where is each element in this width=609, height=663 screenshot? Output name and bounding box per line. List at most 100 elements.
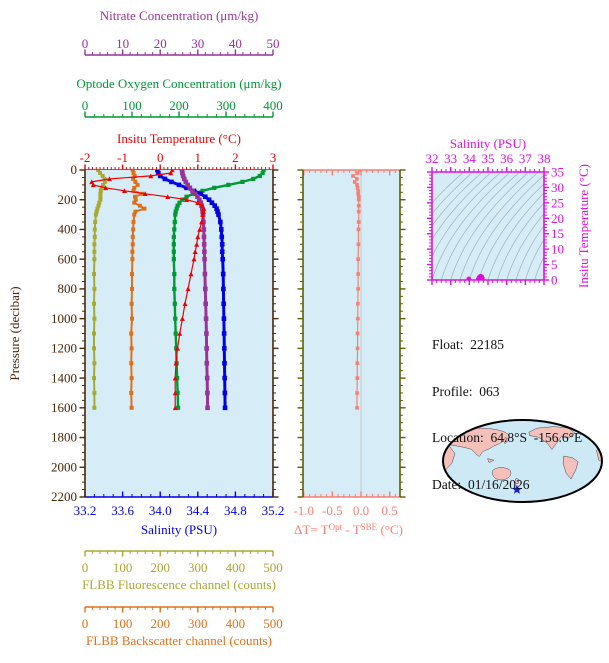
tick-label: 200 (58, 192, 78, 207)
tick-label: 33.2 (74, 503, 97, 518)
series-marker (219, 227, 224, 232)
series-marker (201, 227, 207, 232)
isopycnal-line (432, 172, 502, 258)
series-marker (132, 173, 137, 178)
series-marker (204, 375, 210, 381)
series-marker (175, 405, 181, 410)
series-marker (181, 176, 187, 182)
series-marker (182, 301, 188, 307)
series-marker (200, 209, 206, 214)
tick-label: 35 (482, 151, 495, 166)
series-marker (184, 194, 189, 199)
series-marker (98, 194, 103, 199)
series-marker (257, 173, 262, 179)
tick-label: 300 (188, 560, 208, 575)
float-info-line-profile: Profile: 063 (432, 383, 500, 399)
tick-label: -2 (80, 150, 91, 165)
delta-t-plot-area (303, 170, 400, 497)
series-marker (130, 286, 134, 291)
series-marker (200, 188, 205, 193)
series-marker (101, 182, 106, 187)
series-marker (173, 209, 178, 214)
series-marker (203, 286, 208, 292)
tick-label: 2200 (51, 489, 77, 504)
series-marker (203, 194, 208, 200)
tick-label: 100 (122, 98, 142, 113)
series-marker (355, 331, 360, 336)
series-marker (212, 203, 218, 208)
series-marker (220, 271, 226, 277)
series-marker (92, 249, 97, 254)
series-marker (222, 360, 227, 366)
series-marker (132, 212, 137, 217)
series-marker (130, 272, 134, 277)
tick-label: 400 (263, 98, 283, 113)
tick-label: 0 (157, 150, 164, 165)
series-marker (173, 360, 179, 366)
series-marker (183, 179, 189, 185)
series-marker (92, 272, 97, 277)
series-marker (201, 234, 207, 240)
series-marker (173, 212, 178, 217)
float-info-line-date: Date: 01/16/2026 (432, 476, 530, 492)
series-marker (130, 234, 135, 239)
tick-label: 34.8 (224, 503, 247, 518)
series-marker (98, 191, 103, 196)
series-marker (356, 227, 361, 232)
tick-label: 300 (188, 616, 208, 631)
series-marker (137, 203, 142, 208)
series-marker (133, 179, 138, 184)
series-marker (355, 391, 359, 395)
series-marker (100, 173, 105, 178)
ts-point (479, 276, 485, 280)
series-marker (129, 405, 134, 410)
series-marker (202, 249, 207, 255)
isopycnal-line (496, 202, 544, 280)
series-marker (215, 209, 220, 214)
series-marker (188, 271, 194, 277)
series-marker (106, 176, 112, 182)
series-marker (191, 256, 197, 262)
series-marker (199, 219, 205, 225)
tick-label: 1400 (51, 370, 77, 385)
series-marker (133, 194, 138, 199)
series-marker (352, 180, 357, 184)
float-location-marker (512, 484, 522, 494)
series-marker (131, 220, 136, 225)
series-marker (201, 219, 206, 225)
float-info-line-float: Float: 22185 (432, 337, 505, 352)
series-marker (142, 191, 148, 197)
series-line (172, 170, 265, 408)
series-marker (103, 185, 109, 191)
tick-label: 38 (538, 151, 551, 166)
tick-label: 400 (226, 616, 246, 631)
series-marker (187, 185, 193, 191)
series-marker (102, 176, 107, 181)
series-marker (214, 206, 219, 211)
tick-label: 800 (58, 281, 78, 296)
series-marker (204, 331, 209, 336)
series-marker (240, 179, 245, 184)
series-marker (194, 241, 200, 247)
series-marker (202, 271, 208, 277)
series-marker (130, 316, 134, 321)
series-marker (142, 206, 147, 211)
series-marker (195, 194, 200, 200)
series-marker (174, 345, 180, 351)
pressure-axis-title: Pressure (decibar) (7, 286, 22, 380)
tick-label: 30 (551, 180, 564, 195)
series-marker (172, 271, 177, 277)
series-marker (206, 197, 212, 203)
series-marker (165, 194, 171, 200)
series-marker (129, 346, 134, 351)
tick-label: 1200 (51, 341, 77, 356)
series-marker (205, 405, 210, 411)
series-marker (129, 331, 134, 336)
axis-title: Nitrate Concentration (μm/kg) (100, 8, 259, 23)
isopycnal-line (440, 172, 520, 280)
series-marker (358, 170, 363, 172)
series-marker (355, 406, 359, 410)
series-marker (175, 203, 180, 208)
tick-label: 2000 (51, 459, 77, 474)
